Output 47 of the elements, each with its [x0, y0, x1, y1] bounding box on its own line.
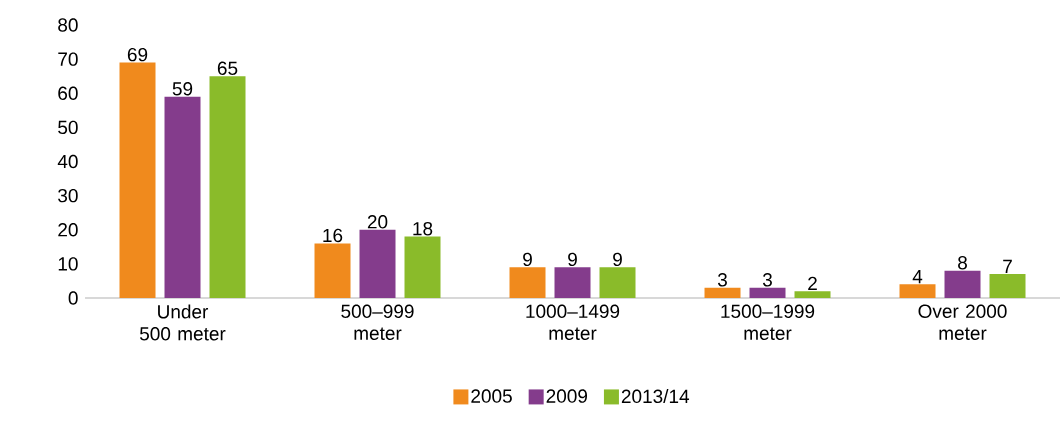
- data-label: 9: [568, 252, 577, 267]
- bar: [164, 96, 201, 298]
- legend-label: 2005: [471, 389, 512, 403]
- y-tick-label: 70: [58, 52, 78, 66]
- data-label: 2: [808, 276, 817, 290]
- data-label: 16: [323, 228, 343, 243]
- x-tick-label: Under 500 meter: [139, 304, 226, 341]
- y-tick-label: 40: [57, 154, 78, 169]
- x-tick-label: 1500–1999 meter: [721, 304, 815, 340]
- y-tick-label: 0: [68, 291, 78, 305]
- x-tick-label: 500–999 meter: [341, 304, 414, 340]
- bar: [599, 267, 636, 298]
- y-tick-label: 30: [58, 188, 78, 203]
- data-label: 8: [958, 256, 967, 270]
- y-tick-label: 20: [58, 223, 78, 237]
- data-label: 20: [367, 215, 388, 229]
- legend-label: 2013/14: [621, 389, 690, 404]
- data-label: 3: [717, 273, 727, 287]
- y-tick-label: 10: [58, 257, 78, 271]
- bar: [509, 267, 546, 298]
- bar: [749, 287, 786, 298]
- data-label: 59: [172, 82, 193, 96]
- y-tick-label: 60: [58, 86, 78, 100]
- data-label: 4: [912, 270, 923, 284]
- y-tick-label: 80: [58, 18, 78, 32]
- x-tick-label: Over 2000 meter: [918, 304, 1007, 340]
- bar: [794, 291, 831, 298]
- bar: [899, 284, 936, 298]
- bar: [704, 287, 741, 298]
- y-tick-label: 50: [58, 120, 78, 135]
- data-label: 65: [217, 61, 238, 75]
- data-label: 69: [127, 47, 148, 62]
- bar: [359, 229, 396, 298]
- bar: [119, 62, 156, 298]
- bar: [314, 243, 351, 298]
- bar: [989, 274, 1026, 298]
- data-label: 18: [413, 221, 433, 236]
- x-tick-label: 1000–1499 meter: [526, 304, 620, 340]
- data-label: 9: [523, 252, 532, 267]
- legend-label: 2009: [546, 389, 588, 403]
- bar: [209, 76, 246, 298]
- data-label: 9: [613, 252, 622, 267]
- bar: [944, 270, 981, 298]
- bar: [404, 236, 441, 298]
- data-label: 3: [762, 273, 772, 287]
- data-label: 7: [1003, 259, 1012, 273]
- bar: [554, 267, 591, 298]
